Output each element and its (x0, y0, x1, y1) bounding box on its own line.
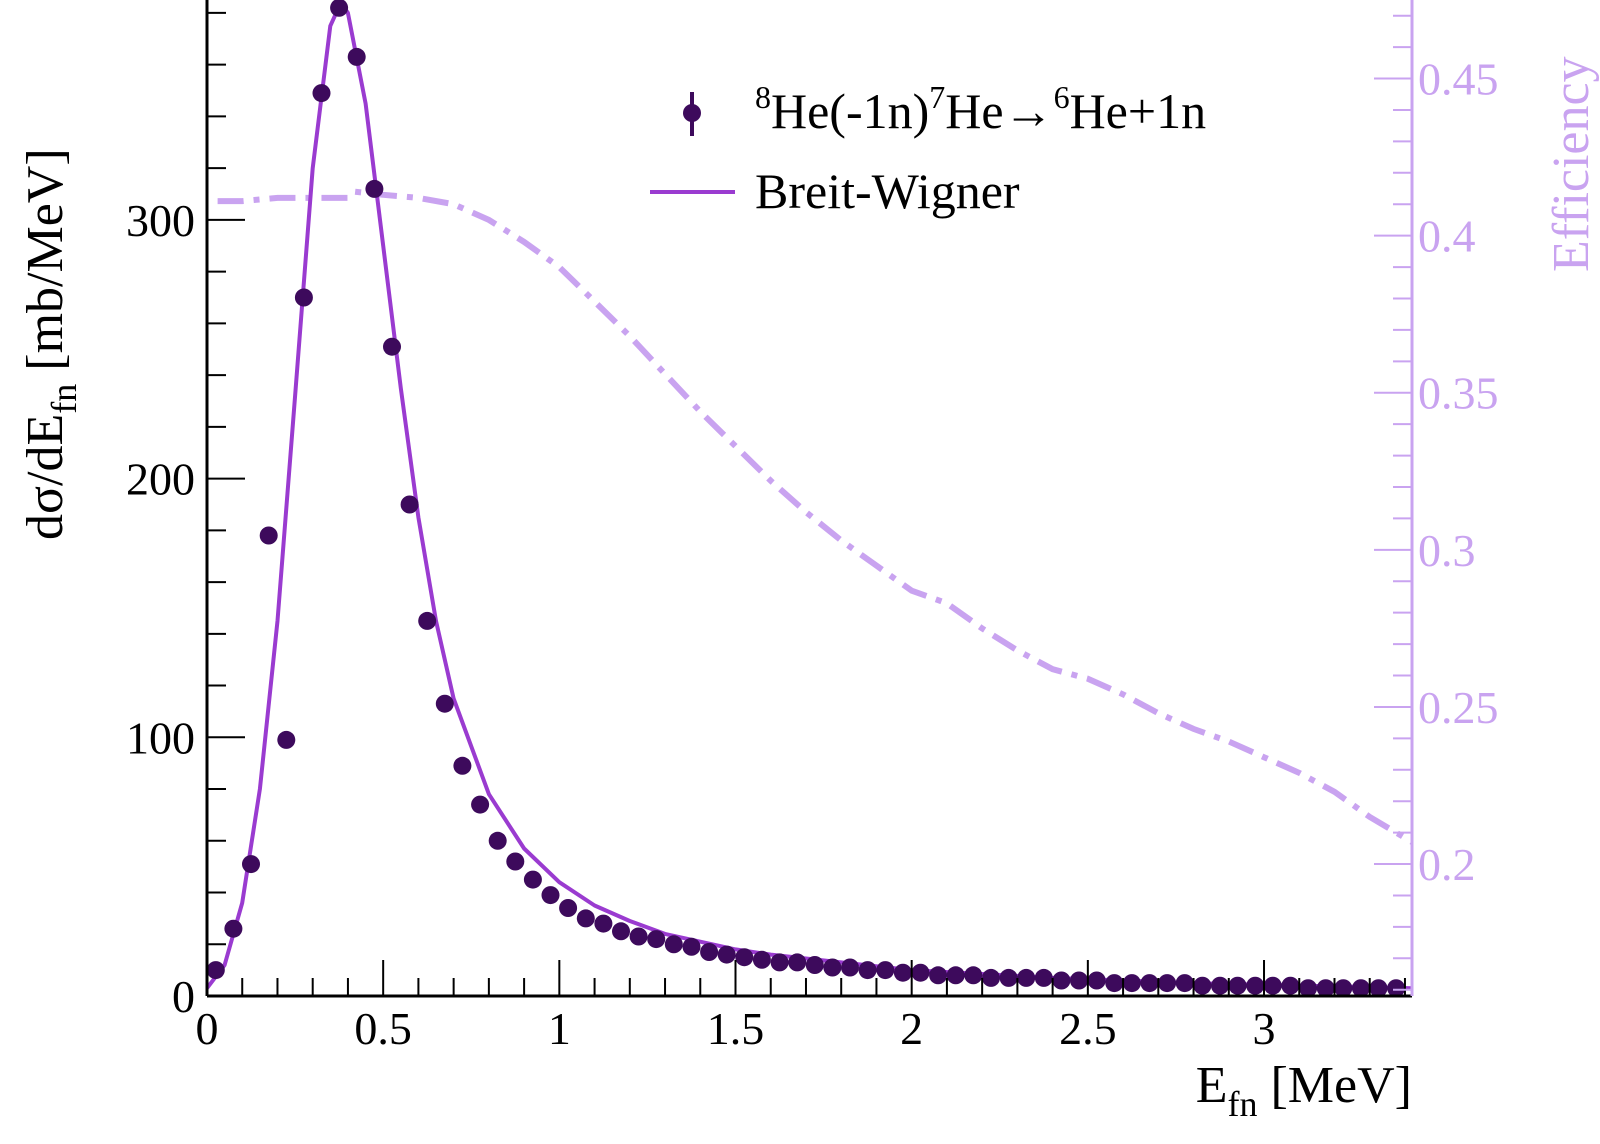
data-point (224, 920, 242, 938)
data-point (823, 959, 841, 977)
data-point (1000, 969, 1018, 987)
data-point (1105, 974, 1123, 992)
data-point (1176, 974, 1194, 992)
data-point (1229, 977, 1247, 995)
data-point (612, 922, 630, 940)
data-point (894, 964, 912, 982)
y2-axis-ticks: 0.2 0.25 0.3 0.35 0.4 0.45 (1374, 16, 1499, 990)
data-point (1070, 972, 1088, 990)
y-tick-label: 100 (126, 712, 195, 763)
data-point (1211, 977, 1229, 995)
data-point (559, 899, 577, 917)
breit-wigner-curve (207, 3, 1412, 989)
legend-label-data: 8He(-1n)7He→6He+1n (755, 79, 1206, 139)
data-point (771, 953, 789, 971)
data-point (453, 757, 471, 775)
data-point (1035, 969, 1053, 987)
y2-tick-label: 0.4 (1418, 211, 1476, 262)
data-point (471, 796, 489, 814)
y2-tick-label: 0.3 (1418, 525, 1476, 576)
data-point (982, 969, 1000, 987)
data-point (964, 966, 982, 984)
data-point (1088, 972, 1106, 990)
data-point (947, 966, 965, 984)
data-point (647, 930, 665, 948)
data-point (841, 959, 859, 977)
data-point (489, 832, 507, 850)
data-points-layer (207, 0, 1405, 997)
x-tick-label: 0.5 (354, 1003, 412, 1054)
data-point (1052, 972, 1070, 990)
data-point (1141, 974, 1159, 992)
x-tick-label: 0 (196, 1003, 219, 1054)
efficiency-layer (218, 192, 1412, 842)
data-point (542, 886, 560, 904)
x-tick-label: 1.5 (707, 1003, 765, 1054)
legend: 8He(-1n)7He→6He+1n Breit-Wigner (650, 79, 1206, 219)
data-point (313, 84, 331, 102)
data-point (348, 48, 366, 66)
data-point (330, 0, 348, 17)
data-point (1123, 974, 1141, 992)
y-axis-title: dσ/dEfn [mb/MeV] (17, 148, 84, 540)
data-point (735, 948, 753, 966)
data-point (594, 915, 612, 933)
legend-label-fit: Breit-Wigner (755, 163, 1020, 219)
y2-axis-title: Efficiency (1543, 56, 1600, 272)
y-tick-label: 300 (126, 195, 195, 246)
data-point (524, 871, 542, 889)
data-point (929, 966, 947, 984)
data-point (788, 953, 806, 971)
data-point (806, 956, 824, 974)
y2-tick-label: 0.25 (1418, 682, 1499, 733)
y2-tick-label: 0.45 (1418, 54, 1499, 105)
data-point (718, 946, 736, 964)
x-tick-label: 2.5 (1059, 1003, 1117, 1054)
x-tick-label: 1 (548, 1003, 571, 1054)
data-point (665, 935, 683, 953)
data-point (753, 951, 771, 969)
efficiency-curve (218, 192, 1412, 842)
data-point (1193, 977, 1211, 995)
data-point (577, 909, 595, 927)
data-point (700, 943, 718, 961)
x-axis-title: Efn [MeV] (1196, 1057, 1412, 1124)
x-axis-ticks: 0 0.5 1 1.5 2 2.5 3 (196, 960, 1405, 1054)
axes-frame (207, 0, 1412, 996)
data-point (1281, 977, 1299, 995)
data-point (242, 855, 260, 873)
x-tick-label: 2 (900, 1003, 923, 1054)
data-point (295, 289, 313, 307)
x-tick-label: 3 (1253, 1003, 1276, 1054)
data-point (630, 928, 648, 946)
y2-tick-label: 0.2 (1418, 839, 1476, 890)
y-axis-ticks: 0 100 200 300 (126, 13, 245, 1022)
data-point (260, 527, 278, 545)
data-point (401, 496, 419, 514)
legend-marker-data (683, 92, 701, 136)
data-point (436, 695, 454, 713)
data-point (1017, 969, 1035, 987)
data-point (1264, 977, 1282, 995)
y-tick-label: 0 (172, 971, 195, 1022)
data-point (1246, 977, 1264, 995)
data-point (418, 612, 436, 630)
data-point (365, 180, 383, 198)
fit-layer (207, 3, 1412, 989)
y-tick-label: 200 (126, 454, 195, 505)
data-point (207, 961, 225, 979)
data-point (383, 338, 401, 356)
data-point (912, 964, 930, 982)
data-point (859, 961, 877, 979)
y2-tick-label: 0.35 (1418, 368, 1499, 419)
data-point (876, 961, 894, 979)
data-point (277, 731, 295, 749)
data-point (506, 853, 524, 871)
data-point (683, 938, 701, 956)
data-point (1158, 974, 1176, 992)
